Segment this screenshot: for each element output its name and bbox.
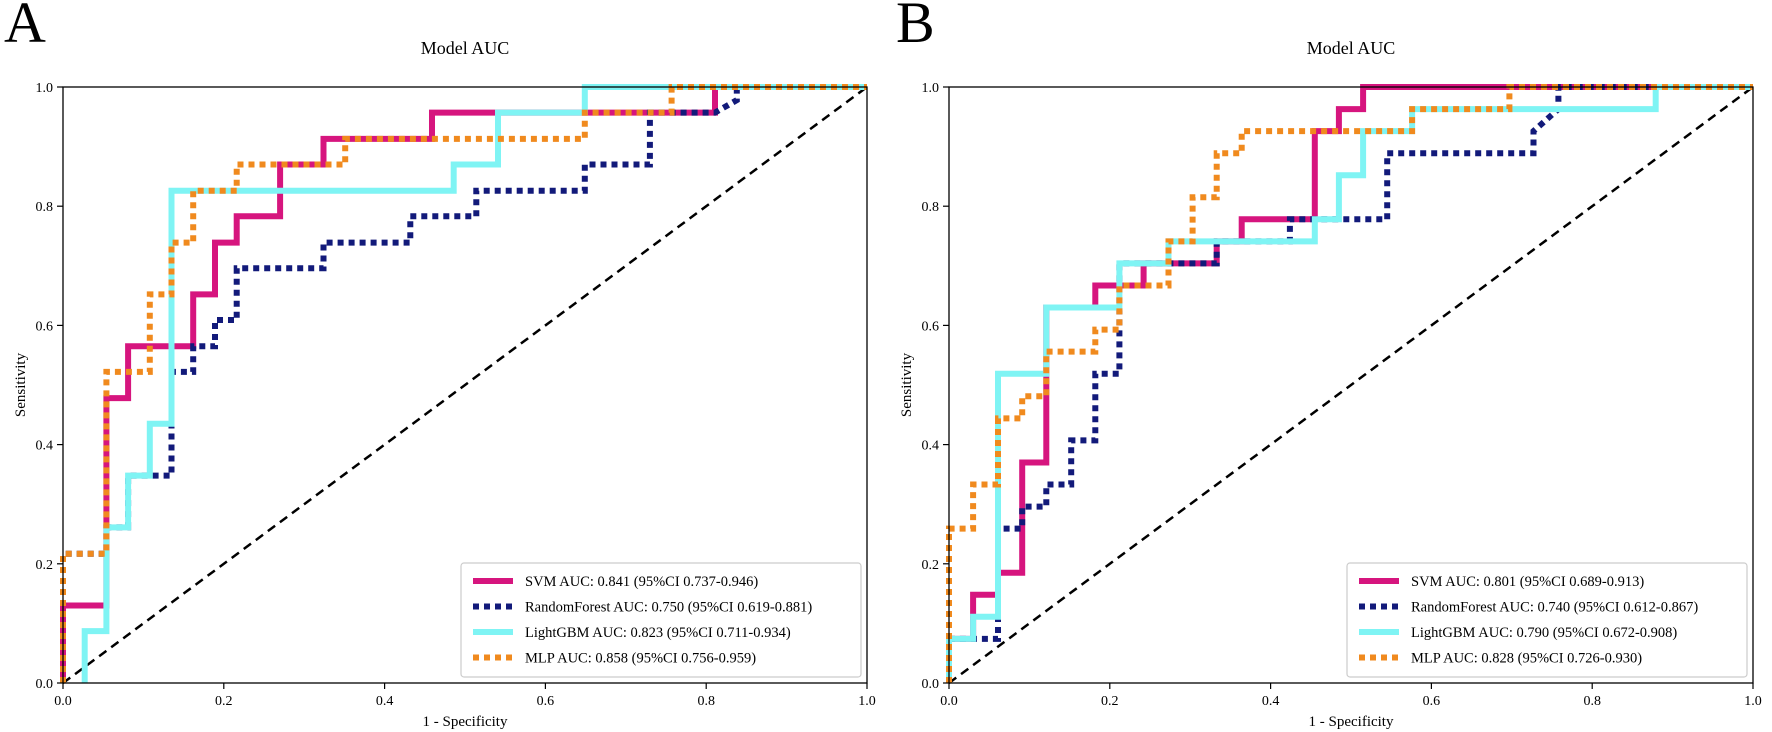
legend-label-randomforest: RandomForest AUC: 0.740 (95%CI 0.612-0.8…: [1411, 600, 1698, 616]
chart-title: Model AUC: [1307, 38, 1396, 58]
roc-line-mlp: [60, 84, 867, 683]
legend-label-randomforest: RandomForest AUC: 0.750 (95%CI 0.619-0.8…: [525, 600, 812, 616]
y-tick-label: 0.8: [922, 200, 940, 215]
x-tick-label: 0.2: [215, 694, 233, 709]
y-tick-label: 0.2: [922, 558, 940, 573]
x-tick-label: 0.4: [376, 694, 394, 709]
legend-label-svm: SVM AUC: 0.801 (95%CI 0.689-0.913): [1411, 574, 1644, 590]
y-tick-label: 0.4: [922, 439, 940, 454]
panel-label: A: [4, 0, 46, 55]
x-axis-label: 1 - Specificity: [1309, 714, 1394, 730]
chart-title: Model AUC: [421, 38, 510, 58]
roc-panel-b: B Model AUC 0.0 0.2 0.4 0.6 0.8 1.0 0.0 0.2 0.4 0.…: [886, 0, 1772, 732]
y-tick-label: 0.0: [922, 677, 940, 692]
y-tick-label: 0.6: [922, 319, 940, 334]
legend-label-lightgbm: LightGBM AUC: 0.823 (95%CI 0.711-0.934): [525, 625, 791, 641]
y-axis-label: Sensitivity: [13, 352, 29, 417]
roc-chart-b: Model AUC 0.0 0.2 0.4 0.6 0.8 1.0 0.0 0.2 0.4 0.6 0…: [899, 38, 1762, 730]
x-tick-label: 1.0: [1744, 694, 1762, 709]
x-tick-label: 0.4: [1262, 694, 1280, 709]
x-tick-label: 0.6: [537, 694, 555, 709]
y-tick-label: 1.0: [922, 81, 940, 96]
roc-line-lightgbm: [81, 84, 867, 683]
plot-frame: [948, 86, 1754, 684]
legend: SVM AUC: 0.801 (95%CI 0.689-0.913) Random…: [1346, 562, 1748, 678]
x-tick-label: 0.6: [1423, 694, 1441, 709]
legend-label-lightgbm: LightGBM AUC: 0.790 (95%CI 0.672-0.908): [1411, 625, 1677, 641]
plot-frame: [62, 86, 868, 684]
roc-chart-a: Model AUC 0.0 0.2 0.4 0.6 0.8 1.0 0.0 0.2 0.4 0.6 0…: [13, 38, 876, 730]
chance-diagonal-line: [948, 85, 1754, 685]
roc-line-randomforest: [946, 84, 1753, 683]
y-tick-label: 0.4: [36, 439, 54, 454]
roc-line-mlp: [946, 84, 1753, 683]
x-tick-label: 0.8: [697, 694, 715, 709]
legend-label-mlp: MLP AUC: 0.858 (95%CI 0.756-0.959): [525, 651, 756, 667]
y-axis-label: Sensitivity: [899, 352, 915, 417]
panel-label: B: [896, 0, 935, 55]
x-tick-label: 0.0: [54, 694, 72, 709]
legend-box: [460, 562, 862, 678]
y-tick-label: 1.0: [36, 81, 54, 96]
roc-panel-a: A Model AUC 0.0 0.2 0.4 0.6 0.8 1.0 0.0 0.2 0.4 0.…: [4, 0, 876, 730]
x-tick-label: 0.8: [1583, 694, 1601, 709]
roc-line-svm: [60, 84, 867, 683]
x-tick-label: 1.0: [858, 694, 876, 709]
legend-label-mlp: MLP AUC: 0.828 (95%CI 0.726-0.930): [1411, 651, 1642, 667]
legend: SVM AUC: 0.841 (95%CI 0.737-0.946) Random…: [460, 562, 862, 678]
y-tick-label: 0.6: [36, 319, 54, 334]
x-tick-label: 0.0: [940, 694, 958, 709]
legend-box: [1346, 562, 1748, 678]
y-tick-label: 0.0: [36, 677, 54, 692]
y-tick-label: 0.2: [36, 558, 54, 573]
chance-diagonal-line: [62, 85, 868, 685]
y-tick-label: 0.8: [36, 200, 54, 215]
legend-label-svm: SVM AUC: 0.841 (95%CI 0.737-0.946): [525, 574, 758, 590]
x-axis-label: 1 - Specificity: [423, 714, 508, 730]
x-tick-label: 0.2: [1101, 694, 1119, 709]
